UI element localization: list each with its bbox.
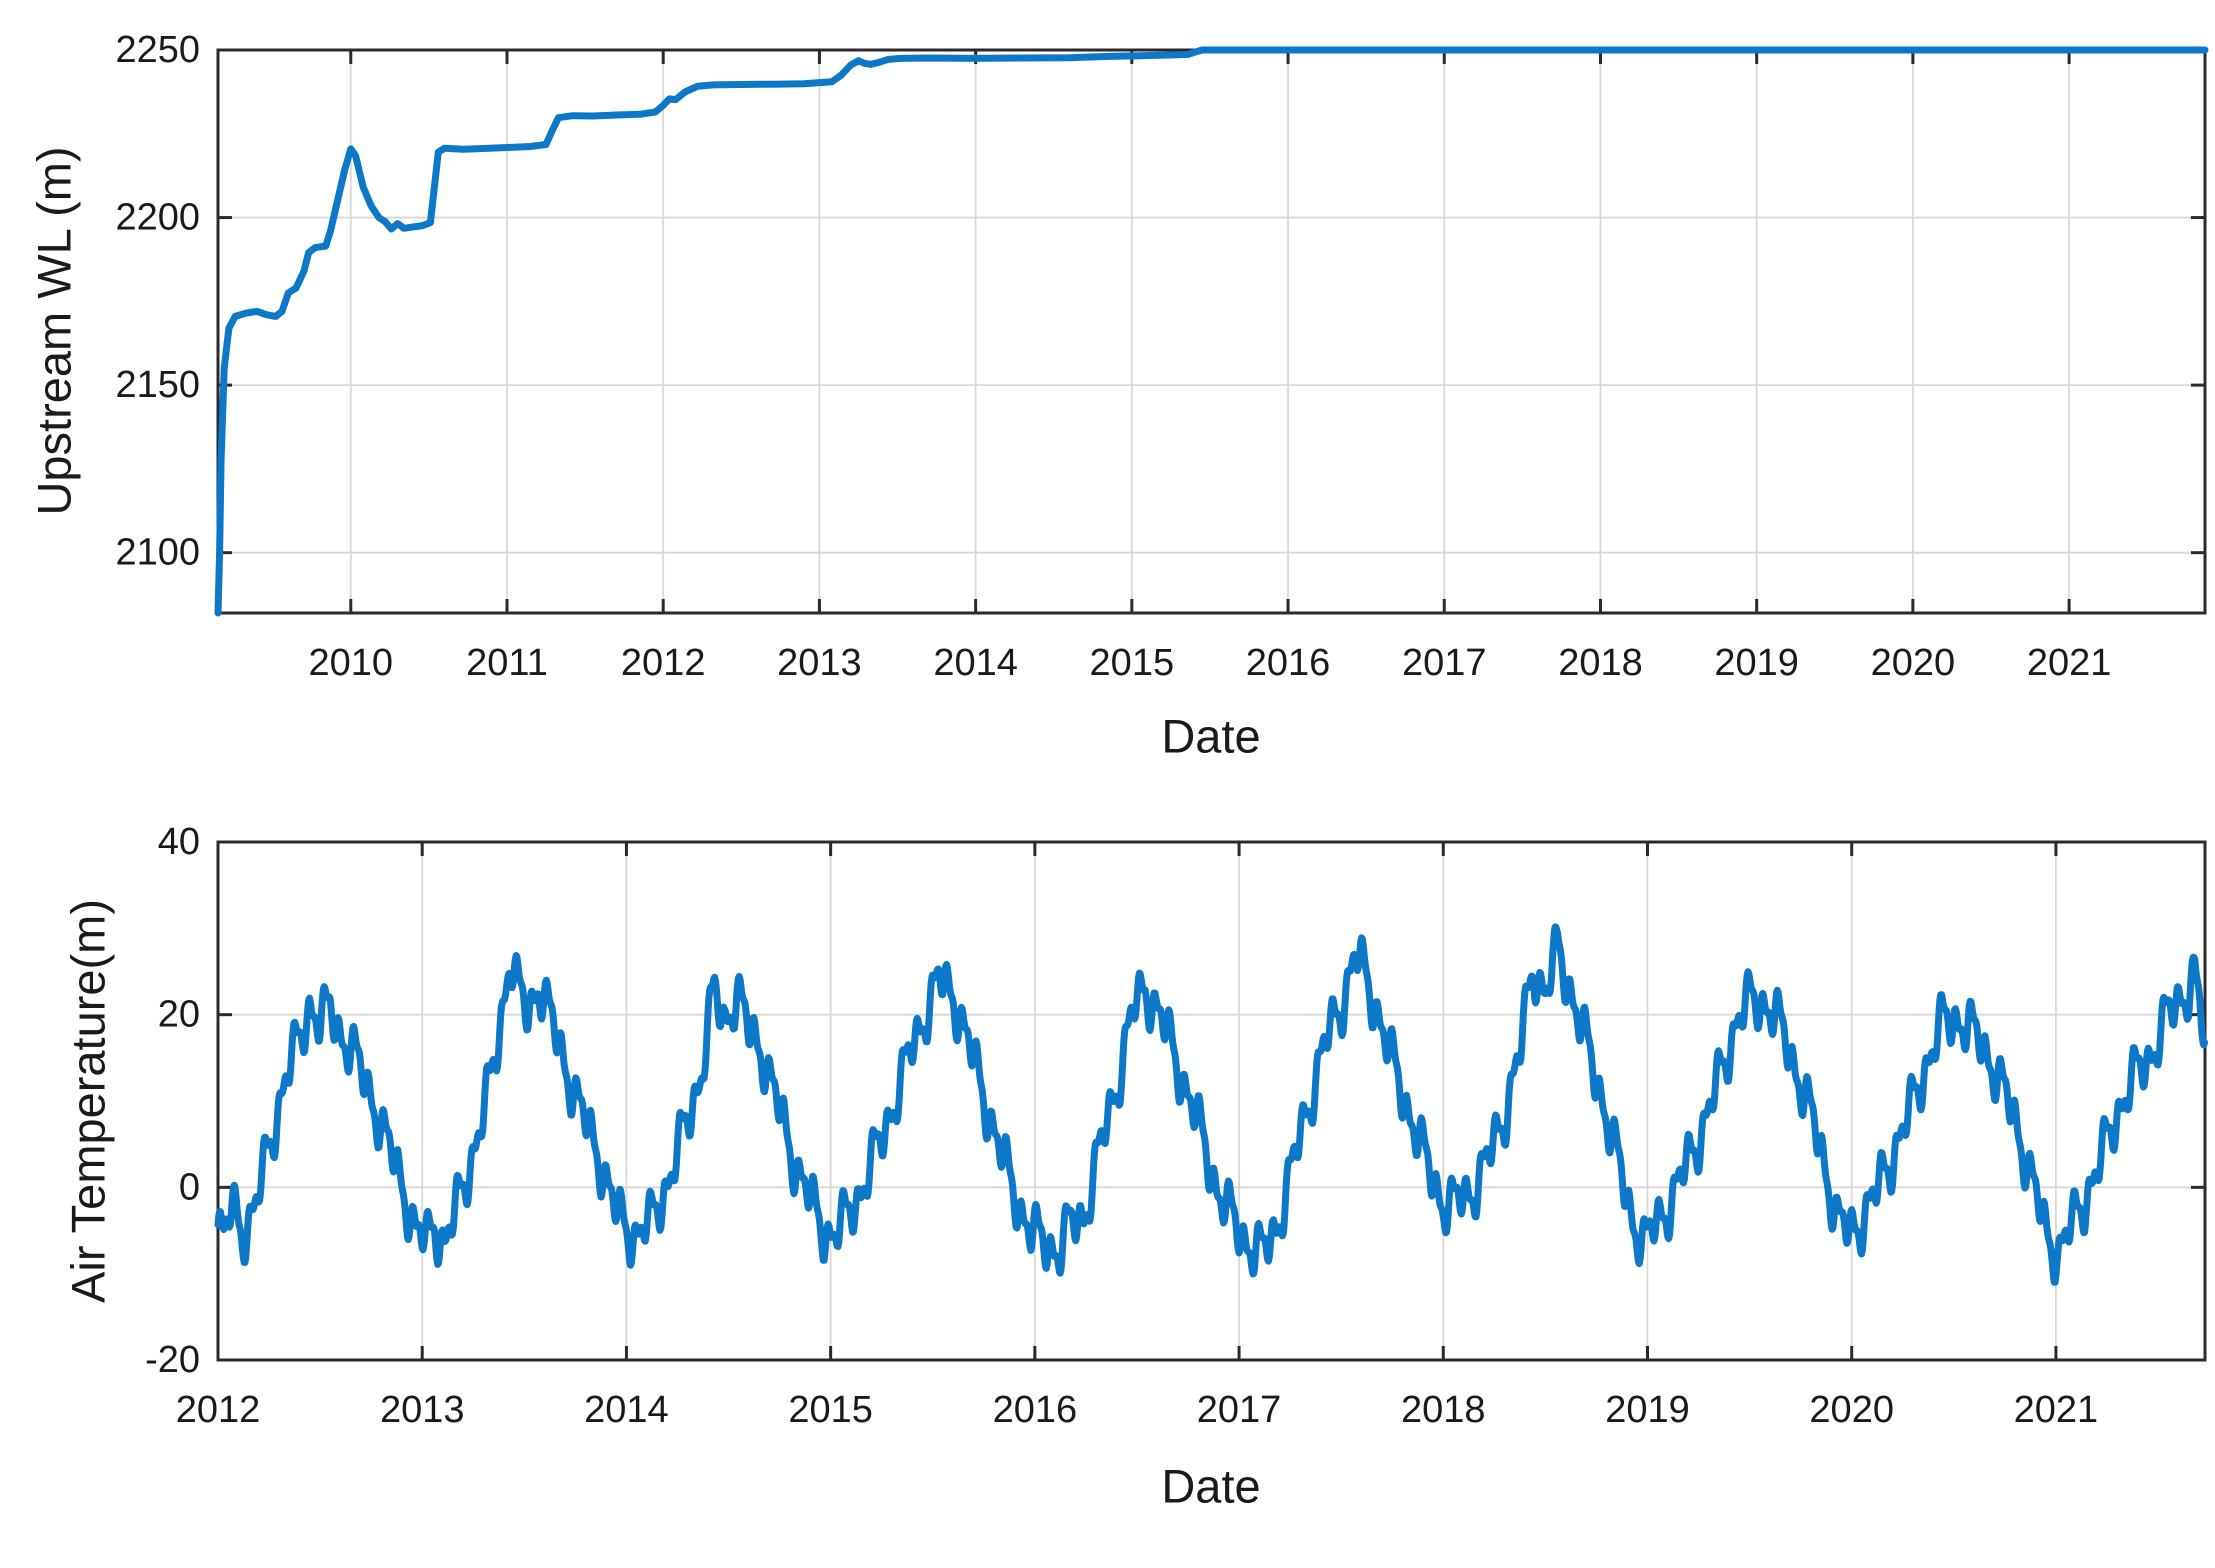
- svg-text:2021: 2021: [2027, 642, 2112, 684]
- svg-text:2012: 2012: [621, 642, 706, 684]
- svg-text:2200: 2200: [115, 197, 200, 239]
- svg-text:0: 0: [179, 1166, 200, 1208]
- svg-text:2017: 2017: [1402, 642, 1487, 684]
- upstream-wl-y-axis-label: Upstream WL (m): [27, 146, 81, 516]
- svg-text:2018: 2018: [1558, 642, 1643, 684]
- svg-text:2015: 2015: [1090, 642, 1175, 684]
- upstream-wl-plot: 2010 2011 2012 2013 2014 2015 2016 2017 2018 2019…: [115, 29, 2209, 684]
- svg-text:2011: 2011: [466, 642, 548, 684]
- svg-text:2014: 2014: [584, 1389, 669, 1431]
- svg-text:40: 40: [158, 821, 200, 863]
- air-temperature-plot: 2012 2013 2014 2015 2016 2017 2018 2019 2020 2021…: [145, 821, 2209, 1431]
- svg-text:2016: 2016: [1246, 642, 1331, 684]
- svg-text:2019: 2019: [1605, 1389, 1690, 1431]
- svg-text:2150: 2150: [115, 364, 200, 406]
- air-temperature-y-axis-label: Air Temperature(m): [61, 899, 115, 1303]
- svg-text:2014: 2014: [933, 642, 1018, 684]
- svg-text:2015: 2015: [788, 1389, 873, 1431]
- svg-text:2017: 2017: [1197, 1389, 1282, 1431]
- svg-text:2013: 2013: [777, 642, 862, 684]
- svg-text:2021: 2021: [2014, 1389, 2099, 1431]
- svg-text:2250: 2250: [115, 29, 200, 71]
- svg-text:2013: 2013: [380, 1389, 465, 1431]
- svg-text:-20: -20: [145, 1339, 200, 1381]
- upstream-wl-x-axis-label: Date: [1161, 709, 1261, 763]
- svg-text:2019: 2019: [1714, 642, 1799, 684]
- air-temperature-x-axis-label: Date: [1161, 1459, 1261, 1513]
- svg-text:2020: 2020: [1809, 1389, 1894, 1431]
- svg-text:2016: 2016: [993, 1389, 1078, 1431]
- svg-text:20: 20: [158, 994, 200, 1036]
- svg-text:2012: 2012: [176, 1389, 261, 1431]
- svg-text:2010: 2010: [309, 642, 394, 684]
- svg-text:2020: 2020: [1871, 642, 1956, 684]
- svg-text:2100: 2100: [115, 532, 200, 574]
- svg-text:2018: 2018: [1401, 1389, 1486, 1431]
